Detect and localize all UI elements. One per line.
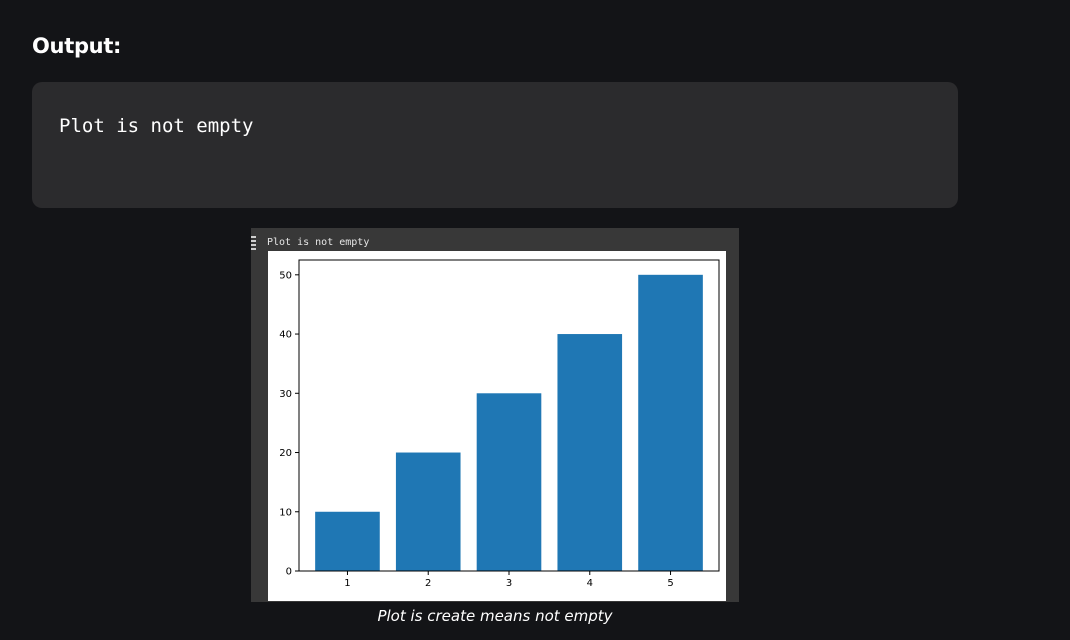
figure-caption: Plot is create means not empty [377,607,613,625]
y-tick-label: 20 [279,448,292,459]
y-tick-label: 50 [279,270,292,281]
x-tick-label: 2 [425,578,431,589]
bar-3 [476,393,542,571]
bar-5 [638,274,703,571]
x-tick-label: 3 [506,578,512,589]
bar-2 [395,452,461,571]
output-heading: Output: [32,34,122,58]
bar-1 [315,511,380,571]
notebook-screenshot: Plot is not empty 0 10 20 30 40 50 1 2 3 4 5 [251,228,739,602]
code-output-text: Plot is not empty [59,115,254,137]
code-output-block: Plot is not empty [32,82,958,208]
x-tick-label: 1 [344,578,350,589]
bar-chart: 0 10 20 30 40 50 1 2 3 4 5 [279,259,720,589]
y-tick-label: 40 [279,330,292,341]
y-tick-label: 10 [279,507,292,518]
x-tick-label: 4 [587,578,593,589]
bar-4 [557,334,623,571]
plot-canvas: 0 10 20 30 40 50 1 2 3 4 5 [268,251,726,601]
cell-output-text: Plot is not empty [267,237,370,248]
y-tick-label: 30 [279,389,292,400]
cell-prompt-marker [251,236,256,250]
x-tick-label: 5 [667,578,673,589]
y-tick-label: 0 [286,567,292,578]
